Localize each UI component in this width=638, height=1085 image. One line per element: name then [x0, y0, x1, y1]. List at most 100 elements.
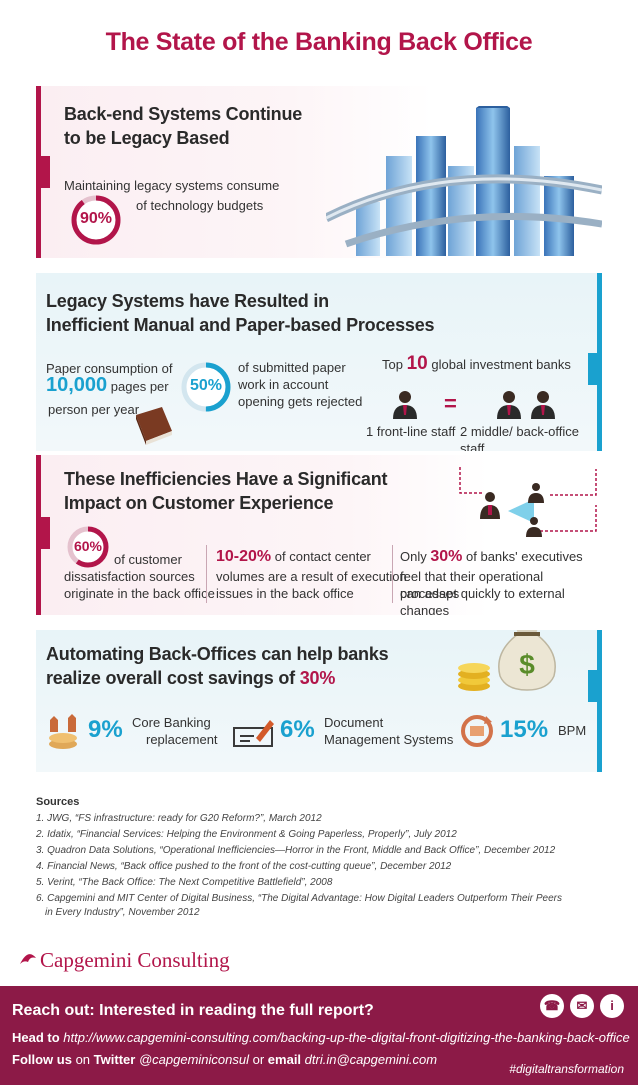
footer-head-to: Head to http://www.capgemini-consulting.…: [12, 1030, 630, 1045]
businessman-icon: [393, 391, 417, 419]
section-customer-experience: These Inefficiencies Have a Significant …: [36, 455, 602, 615]
paper-unit: pages per: [110, 379, 169, 394]
savings-label: replacement: [146, 732, 218, 747]
stat-text: of customer: [114, 552, 182, 567]
section-accent-tab: [36, 517, 50, 549]
column-divider: [206, 545, 207, 603]
svg-text:$: $: [519, 649, 535, 680]
sources-heading: Sources: [36, 796, 80, 808]
stat-text: of technology budgets: [136, 198, 264, 213]
banks-text: Top: [382, 357, 403, 372]
heading-line: Back-end Systems Continue: [64, 104, 303, 124]
heading-line: to be Legacy Based: [64, 128, 230, 148]
paper-number: 10,000: [46, 374, 108, 396]
stat-text: Only: [400, 549, 427, 564]
reject-line: opening gets rejected: [238, 394, 363, 409]
source-item: 2. Idatix, “Financial Services: Helping …: [36, 829, 457, 840]
email-label: email: [267, 1052, 302, 1067]
reject-line: work in account: [238, 377, 329, 392]
stat-text: of contact center: [274, 549, 371, 564]
section-accent-tab: [588, 353, 602, 385]
growth-coins-icon: [49, 714, 77, 749]
heading-line: Inefficient Manual and Paper-based Proce…: [46, 315, 435, 335]
savings-percent: 6%: [280, 716, 315, 743]
phone-icon[interactable]: ☎: [540, 994, 564, 1018]
follow-label: Follow us: [12, 1052, 72, 1067]
percent-value: 90%: [79, 210, 113, 227]
stat-text: 10-20% of contact center: [216, 548, 371, 565]
column-divider: [392, 545, 393, 603]
reject-stat: of submitted paper work in account openi…: [238, 359, 362, 410]
brand-wordmark: Capgemini Consulting: [40, 948, 230, 972]
percent-value: 60%: [73, 538, 103, 554]
section-cost-savings: Automating Back-Offices can help banks r…: [36, 630, 602, 772]
businessman-icon: [531, 391, 555, 419]
paper-stat-line: Paper consumption of: [46, 361, 173, 376]
section-legacy-systems: Back-end Systems Continue to be Legacy B…: [36, 86, 602, 258]
network-people-icon: [459, 467, 597, 537]
heading-number: 30%: [299, 668, 336, 688]
banks-number: 10: [406, 353, 428, 374]
twitter-label: Twitter: [93, 1052, 136, 1067]
source-item: 3. Quadron Data Solutions, “Operational …: [36, 845, 556, 856]
stat-text: feel that their operational processes: [400, 569, 544, 601]
stat-text: Maintaining legacy systems consume: [64, 178, 280, 193]
stat-number: 10-20%: [216, 548, 272, 565]
percent-ring: [71, 195, 121, 245]
equals-sign: =: [444, 391, 457, 416]
source-item: 5. Verint, “The Back Office: The Next Co…: [36, 877, 333, 888]
mail-icon[interactable]: ✉: [570, 994, 594, 1018]
footer-reach-out: Reach out: Interested in reading the ful…: [12, 1002, 374, 1019]
savings-label: Document: [324, 715, 384, 730]
report-link[interactable]: http://www.capgemini-consulting.com/back…: [63, 1030, 630, 1045]
section-accent-tab: [36, 156, 50, 188]
banks-stat: Top 10 global investment banks: [382, 353, 571, 374]
stat-text: volumes are a result of execution: [216, 569, 407, 584]
stat-text: issues in the back office: [216, 586, 354, 601]
follow-text: on: [75, 1052, 91, 1067]
page-title: The State of the Banking Back Office: [105, 28, 533, 56]
savings-label: Core Banking: [132, 715, 211, 730]
twitter-handle-link[interactable]: @capgeminiconsul: [138, 1052, 249, 1067]
hashtag: #digitaltransformation: [509, 1062, 624, 1076]
paper-stat-line: 10,000 pages per: [46, 374, 169, 396]
paper-stat-line: person per year: [48, 402, 140, 417]
back-staff-label: 2 middle/ back-office staff: [460, 424, 579, 451]
heading-line: These Inefficiencies Have a Significant: [64, 469, 388, 489]
savings-percent: 9%: [88, 716, 123, 743]
stat-text: dissatisfaction sources: [64, 569, 195, 584]
savings-label: BPM: [558, 723, 587, 738]
heading-line: Impact on Customer Experience: [64, 493, 334, 513]
sources-list: Sources 1. JWG, “FS infrastructure: read…: [36, 796, 606, 919]
footer-bar: ☎ ✉ i Reach out: Interested in reading t…: [0, 986, 638, 1085]
stat-text: originate in the back office: [64, 586, 215, 601]
section-heading: These Inefficiencies Have a Significant …: [64, 467, 388, 515]
banks-text: global investment banks: [431, 357, 571, 372]
savings-label: Management Systems: [324, 732, 454, 747]
source-item: in Every Industry”, November 2012: [45, 907, 200, 918]
savings-percent: 15%: [500, 716, 549, 743]
head-to-label: Head to: [12, 1030, 60, 1045]
reject-line: of submitted paper: [238, 360, 346, 375]
section-heading: Legacy Systems have Resulted in Ineffici…: [46, 289, 435, 337]
info-icon[interactable]: i: [600, 994, 624, 1018]
money-bag-icon: $: [498, 630, 556, 691]
section-accent-tab: [588, 670, 602, 702]
heading-text: realize overall cost savings of: [46, 668, 295, 688]
coins-icon: [458, 663, 490, 691]
follow-text: or: [252, 1052, 265, 1067]
section-heading: Automating Back-Offices can help banks r…: [46, 642, 389, 690]
businessman-icon: [497, 391, 521, 419]
capgemini-spade-logo: [20, 954, 36, 964]
email-link[interactable]: dtri.in@capgemini.com: [304, 1052, 438, 1067]
front-staff-label: 1 front-line staff: [366, 424, 456, 439]
heading-line: realize overall cost savings of 30%: [46, 666, 388, 690]
section-heading: Back-end Systems Continue to be Legacy B…: [64, 102, 302, 150]
book-icon: [136, 407, 172, 445]
stat-number: 30%: [430, 548, 463, 565]
stat-text: Only 30% of banks' executives: [400, 548, 583, 565]
city-skyline-icon: [326, 106, 602, 256]
heading-line: Legacy Systems have Resulted in: [46, 291, 329, 311]
source-item: 4. Financial News, “Back office pushed t…: [36, 861, 452, 872]
percent-ring: [181, 362, 231, 412]
